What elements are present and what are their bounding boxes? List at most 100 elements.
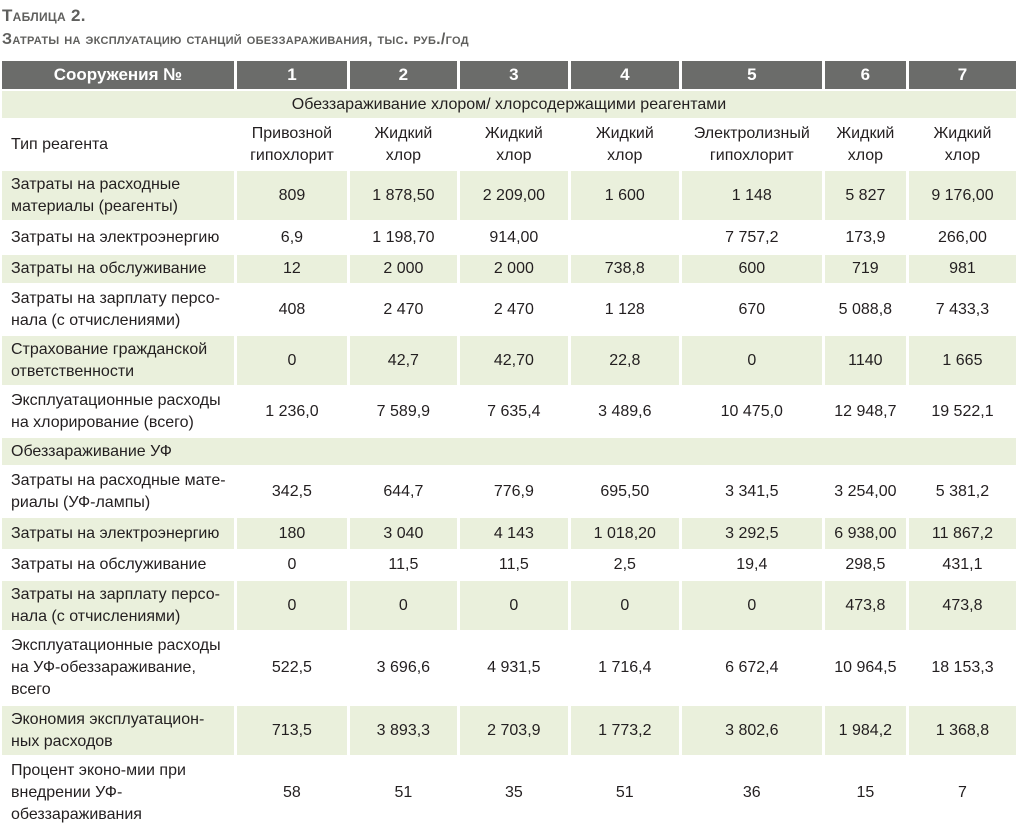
cell-station-3: 776,9 (493, 482, 534, 500)
cell-station-7: 1 665 (908, 336, 1016, 385)
row-label: Затраты на расходные материалы (реагенты… (2, 171, 234, 220)
cell-station-4: 2,5 (613, 556, 636, 573)
cell-station-3: 2 000 (459, 255, 568, 283)
row-label: Затраты на электроэнергию (11, 228, 220, 246)
cell-station-3: 11,5 (498, 556, 529, 573)
section-title: Обеззараживание хлором/ хлорсодержащими … (2, 91, 1016, 118)
cell-station-4: 51 (615, 784, 634, 801)
cell-station-5: 1 148 (681, 171, 822, 220)
cell-station-6: 5 088,8 (838, 300, 893, 318)
cell-station-4: 1 773,2 (570, 706, 679, 755)
cell-station-5: 670 (738, 300, 766, 318)
cell-station-5: 3 341,5 (725, 482, 779, 500)
cell-station-7: 5 381,2 (935, 482, 990, 500)
table-row: Затраты на расходные мате-риалы (УФ-ламп… (2, 467, 1016, 516)
table-row: Экономия эксплуатацион-ных расходов 713,5… (2, 706, 1016, 755)
cell-station-3: 2 470 (493, 300, 534, 318)
table-number: Таблица 2. (2, 6, 86, 25)
cell-station-2: 2 470 (383, 300, 424, 318)
table-row: Затраты на обслуживание 12 2 000 2 000 738,8… (2, 255, 1016, 283)
cell-station-2: 0 (349, 581, 457, 630)
cell-station-1: 522,5 (271, 659, 312, 676)
cell-station-3: 2 703,9 (459, 706, 568, 755)
cell-station-2: 644,7 (383, 482, 424, 500)
cell-station-2: 3 696,6 (376, 659, 431, 676)
cost-table: Сооружения № 1 2 3 4 5 6 7 Обеззараживание хлор… (0, 59, 1019, 831)
cell-station-1: 713,5 (237, 706, 347, 755)
cell-station-4: 1 716,4 (598, 659, 652, 676)
section-row: Обеззараживание УФ (2, 438, 1016, 465)
cell-station-5: 19,4 (736, 556, 768, 573)
header-station-4: 4 (570, 61, 679, 89)
cell-station-5: 3 292,5 (681, 518, 822, 549)
cell-station-5: 3 802,6 (681, 706, 822, 755)
cell-station-2: 11,5 (388, 556, 419, 573)
cell-station-7: 9 176,00 (908, 171, 1016, 220)
header-station-2: 2 (349, 61, 457, 89)
row-label: Затраты на электроэнергию (2, 518, 234, 549)
table-row: Затраты на зарплату персо-нала (с отчисл… (2, 581, 1016, 630)
row-label: Затраты на расходные мате-риалы (УФ-ламп… (11, 471, 226, 511)
cell-station-7: 7 (958, 784, 967, 801)
cell-station-4: 1 018,20 (570, 518, 679, 549)
cell-station-3: 42,70 (459, 336, 568, 385)
cell-station-7: 7 433,3 (935, 300, 990, 318)
cell-station-4: Жидкий хлор (595, 124, 654, 164)
cell-station-3: 2 209,00 (459, 171, 568, 220)
cell-station-1: Привозной гипохлорит (250, 124, 334, 164)
table-row: Эксплуатационные расходы на УФ-обеззараж… (2, 632, 1016, 704)
cell-station-5: 0 (681, 336, 822, 385)
cell-station-7: 1 368,8 (908, 706, 1016, 755)
table-row: Эксплуатационные расходы на хлорирование… (2, 387, 1016, 436)
table-row: Затраты на зарплату персо-нала (с отчисл… (2, 285, 1016, 334)
cell-station-1: 12 (237, 255, 347, 283)
cell-station-5: Электролизный гипохлорит (693, 124, 810, 164)
row-label: Страхование гражданской ответственности (2, 336, 234, 385)
cell-station-5: 7 757,2 (725, 228, 779, 246)
cell-station-7: 981 (908, 255, 1016, 283)
cell-station-1: 809 (237, 171, 347, 220)
cell-station-7: 19 522,1 (931, 402, 994, 420)
cell-station-3: 914,00 (489, 228, 539, 246)
table-row: Тип реагента Привозной гипохлорит Жидкий х… (2, 120, 1016, 169)
cell-station-5: 10 475,0 (720, 402, 783, 420)
table-row: Затраты на расходные материалы (реагенты… (2, 171, 1016, 220)
cell-station-4: 0 (570, 581, 679, 630)
cell-station-5: 6 672,4 (725, 659, 779, 676)
cell-station-1: 342,5 (271, 482, 312, 500)
cell-station-2: 3 893,3 (349, 706, 457, 755)
cell-station-1: 1 236,0 (265, 402, 319, 420)
cell-station-3: Жидкий хлор (484, 124, 543, 164)
cell-station-4: 22,8 (570, 336, 679, 385)
table-row: Процент эконо-мии при внедрении УФ-обезз… (2, 757, 1016, 829)
cell-station-4: 1 600 (570, 171, 679, 220)
row-label: Процент эконо-мии при внедрении УФ-обезз… (11, 762, 186, 823)
table-row: Затраты на электроэнергию 6,9 1 198,70 914,… (2, 222, 1016, 253)
cell-station-3: 7 635,4 (487, 402, 541, 420)
table-row: Затраты на электроэнергию 180 3 040 4 143 1 … (2, 518, 1016, 549)
table-row: Страхование гражданской ответственности 0… (2, 336, 1016, 385)
cell-station-2: 2 000 (349, 255, 457, 283)
cell-station-6: 5 827 (824, 171, 906, 220)
cell-station-5: 36 (742, 784, 761, 801)
cell-station-2: 3 040 (349, 518, 457, 549)
cell-station-4: 3 489,6 (598, 402, 652, 420)
row-label: Тип реагента (11, 135, 109, 153)
cell-station-6: 12 948,7 (834, 402, 897, 420)
cell-station-3: 4 931,5 (487, 659, 541, 676)
section-title: Обеззараживание УФ (2, 438, 1016, 465)
table-title: Затраты на эксплуатацию станций обеззара… (2, 31, 469, 48)
cell-station-2: Жидкий хлор (374, 124, 433, 164)
cell-station-6: Жидкий хлор (836, 124, 895, 164)
row-label: Эксплуатационные расходы на хлорирование… (11, 391, 221, 431)
cell-station-3: 4 143 (459, 518, 568, 549)
row-label: Затраты на зарплату персо-нала (с отчисл… (11, 289, 220, 329)
cell-station-7: 431,1 (942, 556, 983, 573)
header-station-5: 5 (681, 61, 822, 89)
cell-station-5: 0 (681, 581, 822, 630)
cell-station-7: 11 867,2 (908, 518, 1016, 549)
cell-station-2: 7 589,9 (376, 402, 431, 420)
cell-station-1: 0 (237, 581, 347, 630)
cell-station-2: 1 198,70 (372, 228, 435, 246)
cell-station-6: 173,9 (845, 228, 886, 246)
